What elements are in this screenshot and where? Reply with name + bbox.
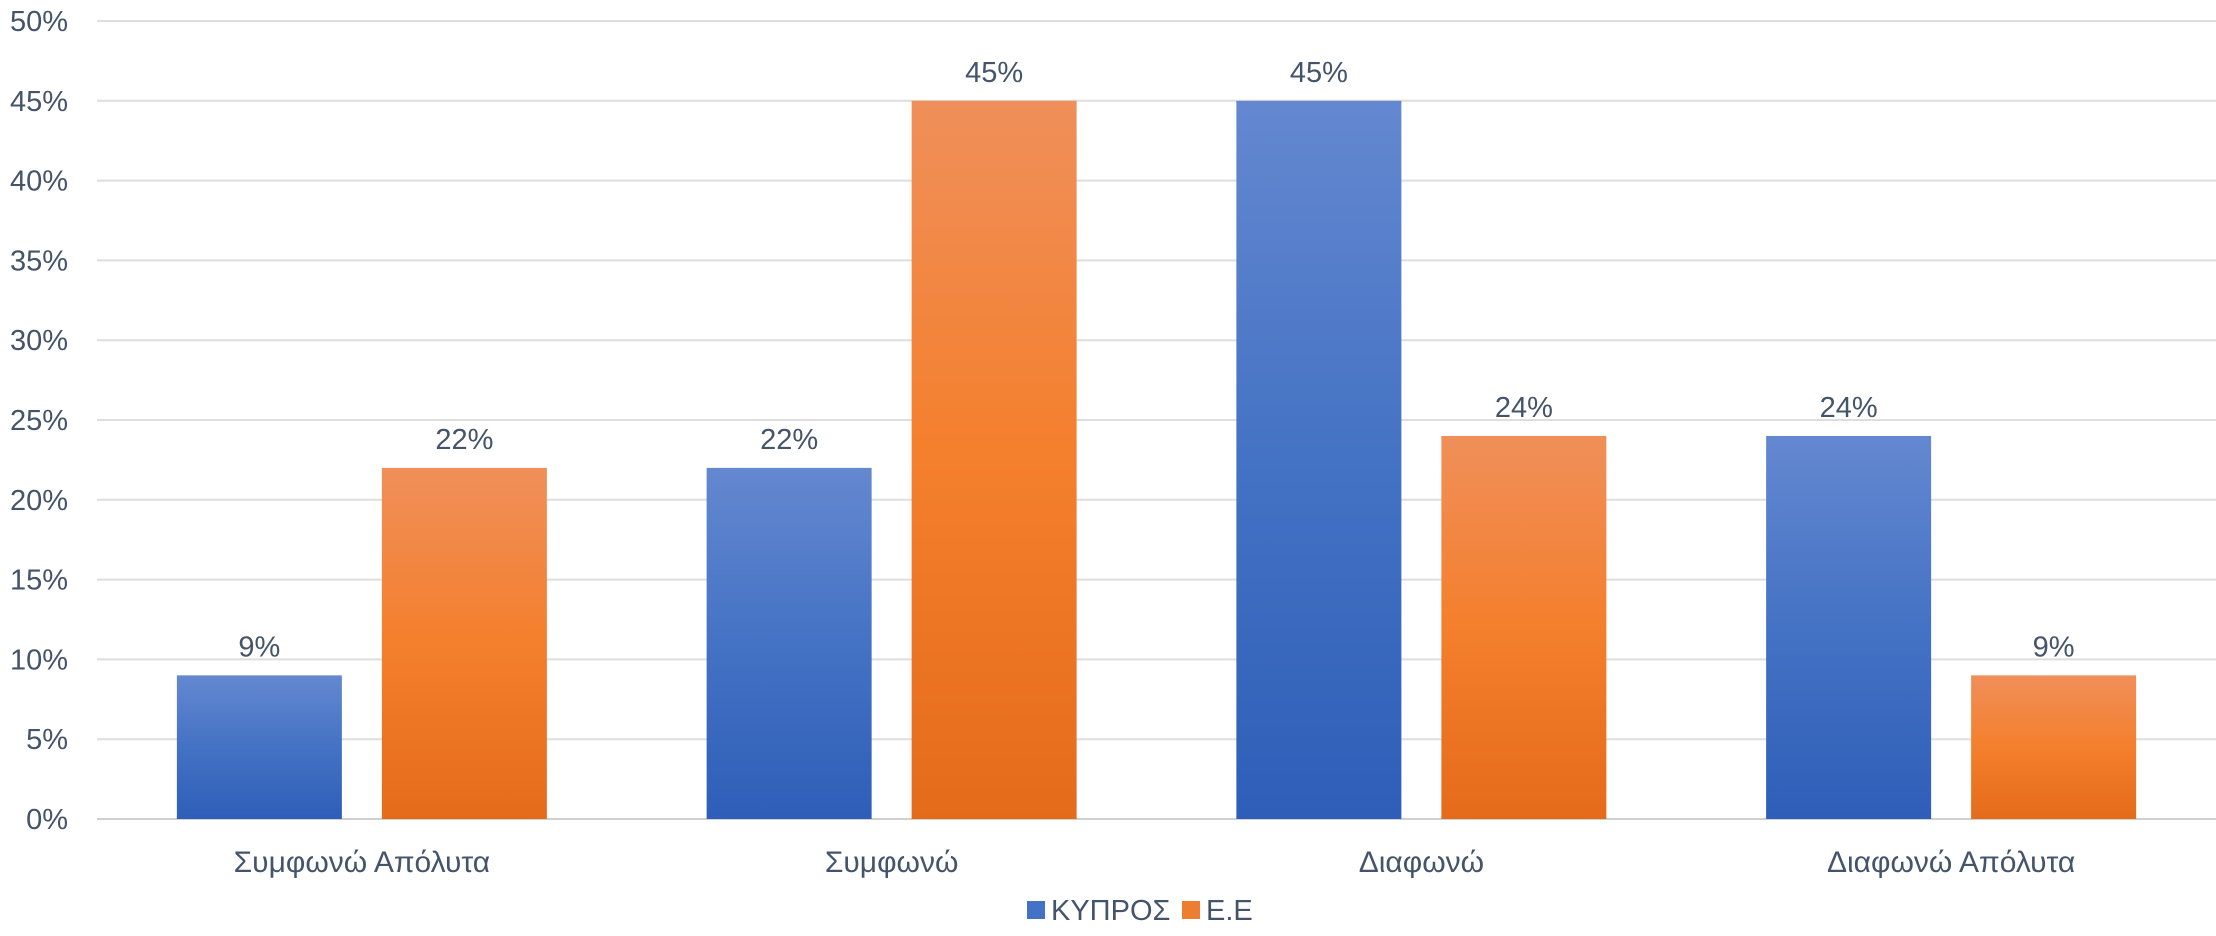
- y-tick-label: 40%: [10, 166, 68, 198]
- bar-eu: [381, 467, 547, 819]
- bar-eu: [1971, 675, 2137, 819]
- y-tick-label: 0%: [26, 804, 68, 836]
- x-tick-label: Συμφωνώ: [825, 846, 959, 879]
- y-tick-label: 10%: [10, 644, 68, 676]
- data-label: 24%: [1820, 392, 1878, 424]
- data-label: 45%: [965, 57, 1023, 89]
- legend-swatch: [1182, 901, 1200, 919]
- data-label: 22%: [760, 424, 818, 456]
- data-labels: 9% 22% 22% 45% 45% 24% 24% 9%: [238, 57, 2074, 664]
- y-tick-label: 5%: [26, 724, 68, 756]
- data-label: 45%: [1290, 57, 1348, 89]
- bars: [176, 100, 2137, 820]
- y-tick-label: 15%: [10, 565, 68, 597]
- x-tick-label: Συμφωνώ Απόλυτα: [234, 846, 491, 879]
- bar-cyprus: [1236, 100, 1402, 820]
- x-axis: Συμφωνώ Απόλυτα Συμφωνώ Διαφωνώ Διαφωνώ Από…: [234, 846, 2076, 879]
- y-tick-label: 30%: [10, 325, 68, 357]
- bar-cyprus: [176, 675, 342, 819]
- legend: ΚΥΠΡΟΣ Ε.Ε: [1027, 895, 1253, 927]
- x-tick-label: Διαφωνώ: [1359, 846, 1484, 879]
- legend-swatch: [1027, 901, 1045, 919]
- data-label: 9%: [2033, 631, 2075, 663]
- x-tick-label: Διαφωνώ Απόλυτα: [1827, 846, 2075, 879]
- data-label: 24%: [1495, 392, 1553, 424]
- bar-eu: [1441, 435, 1607, 819]
- y-tick-label: 50%: [10, 6, 68, 38]
- data-label: 9%: [238, 631, 280, 663]
- y-axis: 0% 5% 10% 15% 20% 25% 30% 35% 40% 45% 50%: [10, 6, 68, 836]
- y-tick-label: 25%: [10, 405, 68, 437]
- data-label: 22%: [435, 424, 493, 456]
- legend-label: Ε.Ε: [1206, 895, 1253, 927]
- bar-eu: [911, 100, 1077, 820]
- bar-cyprus: [1766, 435, 1932, 819]
- y-tick-label: 20%: [10, 485, 68, 517]
- y-tick-label: 35%: [10, 245, 68, 277]
- y-tick-label: 45%: [10, 86, 68, 118]
- legend-label: ΚΥΠΡΟΣ: [1051, 895, 1170, 927]
- bar-cyprus: [706, 467, 872, 819]
